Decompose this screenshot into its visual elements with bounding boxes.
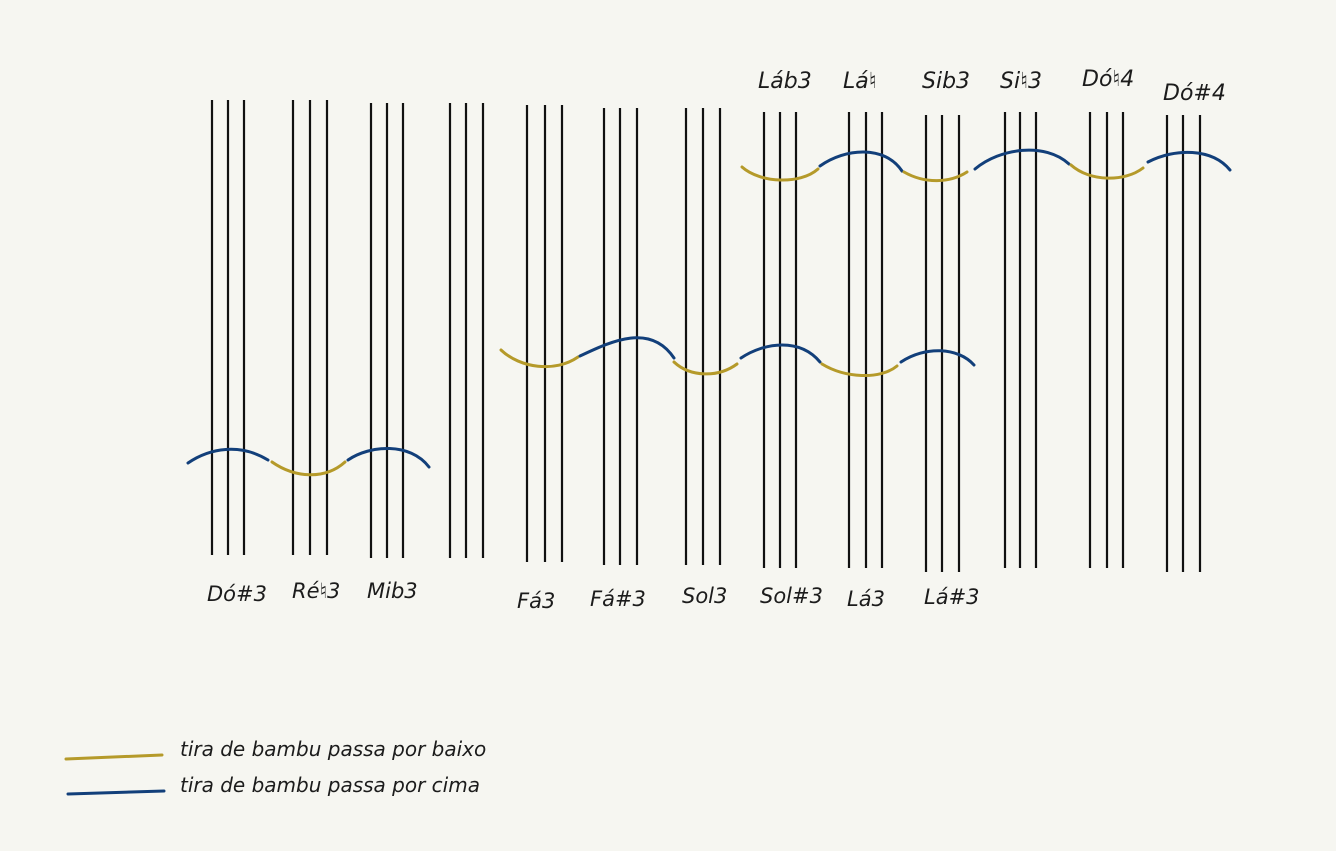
strip-segment-above xyxy=(899,349,976,367)
note-label-top: Láb3 xyxy=(758,69,812,94)
note-label-bottom: Dó#3 xyxy=(207,582,267,606)
strip-segment-below xyxy=(499,348,580,369)
legend-swatch-below xyxy=(64,753,164,761)
rod-group-2 xyxy=(291,100,329,555)
rod-group-5 xyxy=(525,105,564,562)
rod-group-11 xyxy=(1003,112,1038,568)
strip-segment-above xyxy=(578,336,676,360)
note-label-top: Sib3 xyxy=(922,69,970,94)
legend-text-below: tira de bambu passa por baixo xyxy=(180,737,486,761)
rod-group-9 xyxy=(847,112,884,568)
strip-segment-above xyxy=(739,343,822,364)
note-label-bottom: Ré♮3 xyxy=(292,579,340,603)
note-label-bottom: Sol3 xyxy=(682,584,727,608)
strip-segment-below xyxy=(820,362,899,377)
strip-segment-above xyxy=(973,148,1071,171)
note-label-bottom: Sol#3 xyxy=(760,584,823,608)
note-label-bottom: Mib3 xyxy=(367,579,418,603)
note-label-top: Si♮3 xyxy=(1000,69,1042,94)
strip-segment-below xyxy=(902,170,969,183)
rod-group-10 xyxy=(924,115,961,572)
legend-swatch-above xyxy=(66,789,166,796)
rod-group-12 xyxy=(1088,112,1125,568)
strip-segment-below xyxy=(672,360,739,376)
note-label-bottom: Fá#3 xyxy=(590,587,646,611)
rod-group-8 xyxy=(762,112,798,568)
note-label-bottom: Lá#3 xyxy=(924,585,980,609)
strip-segment-above xyxy=(1146,150,1232,172)
strip-segment-above xyxy=(818,150,904,173)
strip-segment-above xyxy=(346,447,431,469)
note-label-bottom: Fá3 xyxy=(517,589,555,613)
rod-group-1 xyxy=(210,100,246,555)
note-label-top: Lá♮ xyxy=(843,69,877,94)
rod-group-4 xyxy=(448,103,485,558)
strip-segment-below xyxy=(270,460,347,477)
rod-group-13 xyxy=(1165,115,1202,572)
legend: tira de bambu passa por baixo tira de ba… xyxy=(64,737,486,797)
note-label-top: Dó♮4 xyxy=(1082,67,1134,92)
strip-segment-below xyxy=(740,165,820,182)
legend-text-above: tira de bambu passa por cima xyxy=(180,773,480,797)
rod-group-7 xyxy=(684,108,722,565)
strip-segment-below xyxy=(1069,163,1145,180)
note-label-top: Dó#4 xyxy=(1163,81,1226,106)
rod-group-3 xyxy=(369,103,405,558)
strip-segment-above xyxy=(186,447,270,465)
note-label-bottom: Lá3 xyxy=(847,587,885,611)
